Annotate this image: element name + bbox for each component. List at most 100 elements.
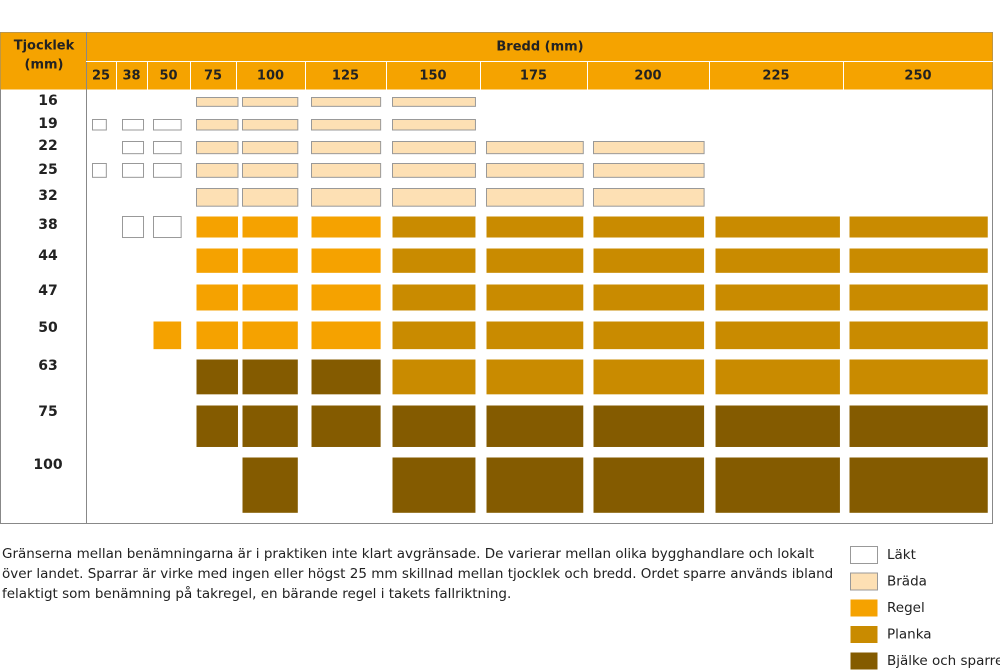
width-label: 25	[92, 69, 110, 84]
lumber-cell	[849, 216, 988, 238]
lumber-cell	[311, 405, 381, 447]
lumber-cell	[311, 119, 382, 131]
lumber-cell	[242, 119, 299, 131]
thickness-label: 63	[38, 358, 57, 374]
lumber-cell	[849, 321, 988, 350]
lumber-cell	[311, 141, 382, 155]
lumber-cell	[849, 457, 988, 513]
lumber-cell	[849, 248, 988, 273]
lumber-cell	[486, 163, 584, 178]
width-label: 75	[204, 69, 222, 84]
lumber-cell	[392, 141, 476, 155]
lumber-cell	[196, 141, 239, 155]
table-border	[0, 32, 993, 524]
lumber-cell	[486, 405, 584, 447]
lumber-cell	[311, 284, 381, 311]
lumber-cell	[311, 359, 381, 395]
lumber-cell	[715, 216, 840, 238]
lumber-cell	[486, 141, 584, 155]
lumber-cell	[196, 284, 238, 311]
lumber-cell	[593, 163, 705, 178]
lumber-cell	[392, 321, 476, 350]
lumber-cell	[392, 163, 476, 178]
lumber-cell	[242, 321, 298, 350]
lumber-cell	[392, 188, 476, 207]
lumber-cell	[715, 284, 840, 311]
lumber-cell	[715, 457, 840, 513]
thickness-label: 19	[38, 116, 57, 132]
thickness-label: 32	[38, 188, 57, 204]
lumber-cell	[593, 405, 705, 447]
width-label: 100	[257, 69, 284, 84]
thickness-label: 100	[33, 457, 62, 473]
note: Gränserna mellan benämningarna är i prak…	[2, 546, 814, 562]
lumber-cell	[715, 248, 840, 273]
lumber-cell	[242, 188, 299, 207]
lumber-cell	[242, 359, 298, 395]
lumber-cell	[392, 248, 476, 273]
thickness-label: 22	[38, 138, 57, 154]
lumber-cell	[392, 119, 476, 131]
thickness-label: 47	[38, 283, 57, 299]
lumber-cell	[392, 457, 476, 513]
width-label: 200	[634, 69, 661, 84]
legend-swatch	[850, 572, 878, 591]
lumber-cell	[486, 359, 584, 395]
thickness-label: Tjocklek	[14, 39, 75, 54]
lumber-cell	[153, 141, 182, 155]
lumber-cell	[196, 97, 239, 107]
thickness-label: 38	[38, 217, 57, 233]
legend-swatch	[850, 599, 878, 617]
lumber-cell	[242, 97, 299, 107]
lumber-cell	[242, 163, 299, 178]
width-label: 175	[520, 69, 547, 84]
lumber-cell	[593, 188, 705, 207]
lumber-cell	[593, 248, 705, 273]
lumber-cell	[242, 216, 298, 238]
legend-swatch	[850, 626, 878, 643]
lumber-cell	[311, 248, 381, 273]
lumber-cell	[242, 141, 299, 155]
lumber-cell	[486, 188, 584, 207]
lumber-cell	[196, 119, 239, 131]
lumber-cell	[311, 163, 382, 178]
lumber-cell	[849, 405, 988, 447]
lumber-cell	[196, 216, 238, 238]
width-label: 150	[419, 69, 446, 84]
lumber-cell	[593, 321, 705, 350]
lumber-cell	[196, 359, 238, 395]
legend-label: Bjälke och sparre	[887, 653, 1000, 669]
width-label: Bredd (mm)	[496, 40, 583, 55]
lumber-cell	[153, 321, 182, 350]
lumber-cell	[311, 321, 381, 350]
legend-label: Planka	[887, 627, 932, 643]
lumber-cell	[486, 216, 584, 238]
lumber-cell	[593, 216, 705, 238]
legend-label: Bräda	[887, 574, 927, 590]
lumber-cell	[486, 457, 584, 513]
lumber-cell	[593, 457, 705, 513]
width-label: 38	[122, 69, 140, 84]
legend-label: Läkt	[887, 547, 916, 563]
legend-label: Regel	[887, 600, 925, 616]
lumber-cell	[392, 216, 476, 238]
thickness-label: (mm)	[25, 58, 64, 73]
width-label: 225	[762, 69, 789, 84]
lumber-cell	[593, 284, 705, 311]
thickness-label: 50	[38, 320, 58, 336]
lumber-cell	[92, 163, 107, 178]
legend-swatch	[850, 652, 878, 670]
lumber-cell	[242, 248, 298, 273]
lumber-cell	[486, 248, 584, 273]
lumber-cell	[122, 141, 145, 155]
lumber-cell	[392, 405, 476, 447]
thickness-label: 16	[38, 93, 57, 109]
width-label: 125	[332, 69, 359, 84]
note: över landet. Sparrar är virke med ingen …	[2, 566, 833, 582]
lumber-cell	[593, 359, 705, 395]
lumber-cell	[486, 284, 584, 311]
lumber-cell	[92, 119, 107, 131]
thickness-label: 44	[38, 248, 58, 264]
